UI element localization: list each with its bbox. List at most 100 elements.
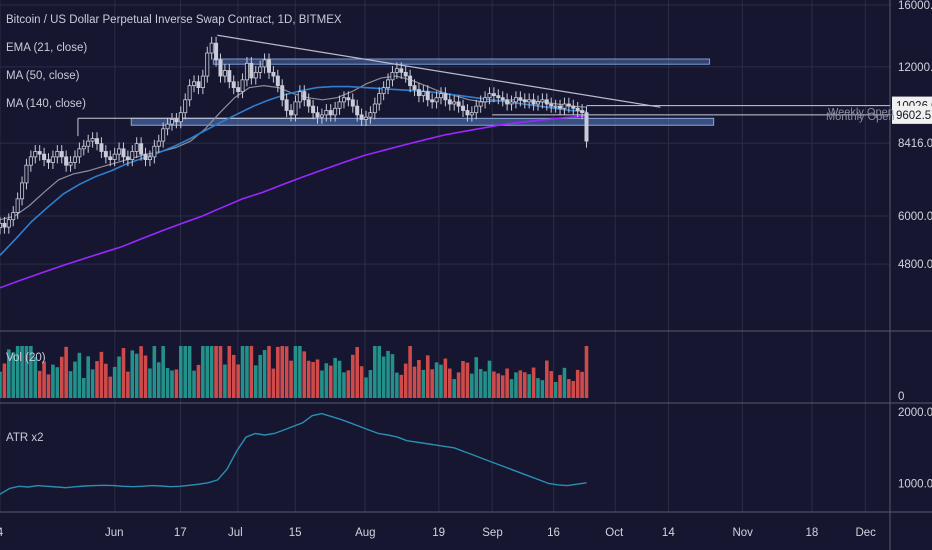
- volume-bar: [346, 370, 351, 398]
- volume-bar: [236, 364, 240, 398]
- volume-bar: [487, 360, 492, 398]
- volume-bar: [567, 379, 571, 398]
- volume-bar: [73, 361, 77, 398]
- volume-bar: [258, 354, 262, 398]
- candle-body: [209, 42, 214, 54]
- candle-body: [571, 105, 576, 109]
- candle-body: [553, 105, 558, 108]
- candle-body: [386, 79, 391, 88]
- volume-bar: [293, 346, 298, 398]
- candle-body: [253, 71, 258, 79]
- volume-bar: [359, 366, 364, 398]
- volume-bar: [143, 355, 148, 398]
- volume-bar: [121, 348, 126, 398]
- candle-body: [214, 42, 219, 61]
- candle-body: [227, 70, 232, 83]
- candle-body: [474, 105, 479, 114]
- candle-body: [416, 89, 421, 97]
- candle-body: [249, 62, 254, 79]
- candle-body: [86, 140, 91, 147]
- candle-body: [425, 91, 430, 101]
- candle-body: [430, 99, 435, 103]
- candle-body: [297, 91, 302, 103]
- candle-body: [456, 101, 461, 107]
- volume-bar: [59, 356, 64, 398]
- volume-bar: [500, 375, 505, 398]
- atr-line: [0, 412, 587, 495]
- volume-bar: [350, 354, 355, 398]
- volume-bar: [130, 350, 135, 398]
- candle-body: [421, 91, 426, 97]
- volume-bar: [540, 380, 545, 398]
- volume-bar: [284, 346, 289, 398]
- candle-body: [121, 148, 126, 158]
- volume-bar: [342, 372, 346, 398]
- volume-bar: [196, 364, 201, 398]
- volume-bar: [461, 361, 465, 398]
- volume-bar: [412, 366, 417, 398]
- candle-body: [575, 107, 580, 111]
- candle-body: [231, 81, 236, 88]
- volume-bar: [134, 353, 139, 398]
- candle-body: [143, 153, 148, 161]
- candle-body: [465, 110, 470, 116]
- candle-body: [258, 66, 263, 73]
- candle-body: [364, 116, 369, 120]
- candle-body: [55, 151, 60, 158]
- candle-body: [77, 148, 82, 158]
- candle-body: [99, 143, 104, 152]
- candle-body: [103, 151, 108, 158]
- volume-bar: [249, 346, 254, 398]
- candle-body: [46, 159, 51, 163]
- volume-bar: [77, 352, 82, 398]
- volume-bar: [302, 351, 307, 398]
- volume-bar: [201, 346, 205, 398]
- candle-body: [544, 99, 549, 105]
- volume-bar: [271, 368, 276, 398]
- volume-bar: [187, 346, 192, 398]
- candle-body: [505, 99, 510, 105]
- volume-bar: [223, 364, 227, 398]
- candle-body: [372, 103, 377, 114]
- volume-bar: [496, 373, 501, 398]
- candle-body: [341, 97, 346, 103]
- candle-body: [513, 97, 518, 103]
- volume-bar: [11, 352, 16, 398]
- volume-bar: [165, 368, 170, 398]
- volume-bar: [386, 350, 390, 398]
- volume-bar: [373, 346, 377, 398]
- atr-pane-label: ATR x2: [6, 432, 44, 444]
- volume-bar: [280, 346, 285, 398]
- price-axis-tick: 6000.0: [898, 211, 932, 223]
- candle-body: [491, 93, 496, 97]
- candle-body: [580, 110, 585, 114]
- volume-bar: [139, 346, 143, 398]
- volume-bar: [324, 363, 329, 398]
- volume-bar: [64, 346, 68, 398]
- candle-body: [0, 222, 3, 229]
- candle-body: [174, 119, 179, 123]
- volume-bar: [218, 346, 223, 398]
- volume-bar: [368, 370, 373, 398]
- volume-bar: [209, 346, 214, 398]
- volume-bar: [20, 346, 24, 398]
- volume-bar: [549, 371, 554, 398]
- volume-bar: [518, 370, 523, 398]
- candle-body: [64, 156, 69, 166]
- time-axis-tick: 4: [0, 527, 4, 539]
- volume-bar: [584, 346, 589, 398]
- volume-bar: [245, 346, 249, 398]
- candle-body: [540, 99, 545, 103]
- atr-axis-tick: 1000.0: [898, 478, 932, 490]
- volume-bar: [527, 374, 531, 398]
- volume-bar: [562, 367, 567, 398]
- volume-bar: [434, 362, 439, 398]
- volume-bar: [553, 382, 558, 398]
- price-label-box: [892, 105, 932, 124]
- volume-bar: [456, 372, 461, 398]
- volume-bar: [267, 346, 271, 398]
- time-axis-tick: Jul: [228, 527, 243, 539]
- candle-body: [337, 101, 342, 109]
